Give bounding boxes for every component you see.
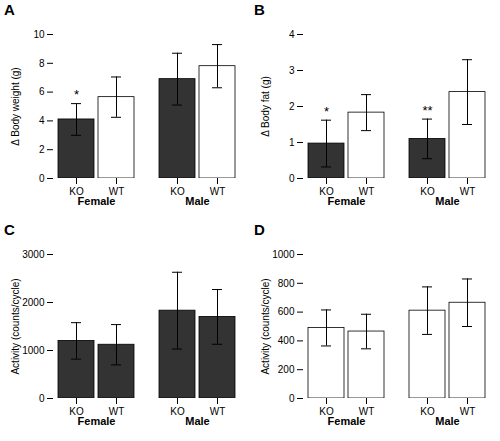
svg-text:WT: WT bbox=[210, 186, 226, 197]
svg-text:4: 4 bbox=[39, 115, 45, 126]
svg-text:10: 10 bbox=[33, 29, 45, 40]
svg-text:2: 2 bbox=[289, 101, 295, 112]
svg-text:Female: Female bbox=[328, 415, 366, 427]
svg-text:Male: Male bbox=[185, 195, 209, 207]
svg-text:**: ** bbox=[422, 103, 432, 118]
svg-text:2000: 2000 bbox=[22, 297, 45, 308]
svg-text:0: 0 bbox=[39, 393, 45, 404]
svg-text:0: 0 bbox=[289, 173, 295, 184]
svg-text:KO: KO bbox=[319, 185, 334, 197]
svg-text:KO: KO bbox=[69, 405, 84, 417]
svg-text:WT: WT bbox=[460, 186, 476, 197]
svg-text:400: 400 bbox=[278, 335, 295, 346]
svg-text:*: * bbox=[324, 104, 329, 119]
svg-text:Male: Male bbox=[185, 415, 209, 427]
svg-text:600: 600 bbox=[278, 306, 295, 317]
html-text:A: A bbox=[4, 1, 15, 18]
svg-text:WT: WT bbox=[460, 406, 476, 417]
svg-text:1000: 1000 bbox=[272, 249, 295, 260]
svg-text:3: 3 bbox=[289, 65, 295, 76]
svg-text:Female: Female bbox=[328, 195, 366, 207]
svg-text:0: 0 bbox=[289, 393, 295, 404]
svg-text:WT: WT bbox=[108, 405, 125, 417]
html-text:B: B bbox=[254, 1, 265, 18]
svg-text:KO: KO bbox=[69, 185, 84, 197]
svg-text:WT: WT bbox=[108, 185, 125, 197]
svg-text:*: * bbox=[74, 87, 79, 102]
svg-text:Male: Male bbox=[435, 415, 459, 427]
svg-text:1000: 1000 bbox=[22, 345, 45, 356]
svg-text:WT: WT bbox=[358, 405, 375, 417]
svg-text:0: 0 bbox=[39, 173, 45, 184]
svg-text:KO: KO bbox=[420, 186, 435, 197]
svg-text:KO: KO bbox=[319, 405, 334, 417]
svg-text:4: 4 bbox=[289, 29, 295, 40]
svg-text:KO: KO bbox=[170, 186, 185, 197]
svg-text:8: 8 bbox=[39, 58, 45, 69]
svg-text:Female: Female bbox=[78, 415, 116, 427]
svg-text:KO: KO bbox=[420, 406, 435, 417]
svg-text:Activity (counts/cycle): Activity (counts/cycle) bbox=[260, 278, 271, 374]
svg-text:3000: 3000 bbox=[22, 249, 45, 260]
svg-text:Female: Female bbox=[78, 195, 116, 207]
svg-text:Δ Body fat (g): Δ Body fat (g) bbox=[260, 76, 271, 137]
svg-text:800: 800 bbox=[278, 278, 295, 289]
html-text:D: D bbox=[254, 221, 265, 238]
svg-text:Activity (counts/cycle): Activity (counts/cycle) bbox=[10, 278, 21, 374]
svg-text:2: 2 bbox=[39, 144, 45, 155]
svg-text:Δ Body weight (g): Δ Body weight (g) bbox=[10, 67, 21, 145]
svg-text:WT: WT bbox=[210, 406, 226, 417]
svg-text:Male: Male bbox=[435, 195, 459, 207]
svg-text:200: 200 bbox=[278, 364, 295, 375]
svg-text:KO: KO bbox=[170, 406, 185, 417]
svg-text:WT: WT bbox=[358, 185, 375, 197]
svg-text:1: 1 bbox=[289, 137, 295, 148]
html-text:C: C bbox=[4, 221, 15, 238]
svg-text:6: 6 bbox=[39, 86, 45, 97]
